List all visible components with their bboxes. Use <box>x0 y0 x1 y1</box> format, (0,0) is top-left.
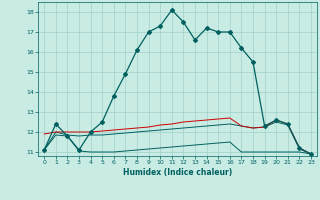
X-axis label: Humidex (Indice chaleur): Humidex (Indice chaleur) <box>123 168 232 177</box>
